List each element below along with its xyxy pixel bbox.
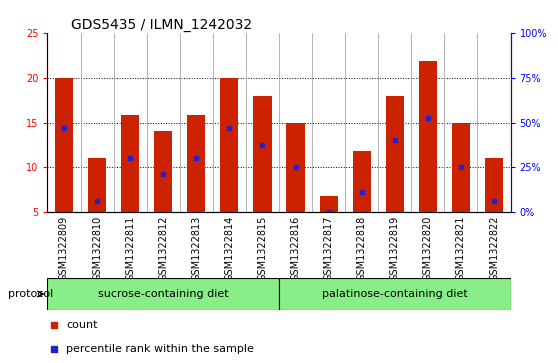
Text: GSM1322816: GSM1322816 [291, 216, 301, 281]
Bar [386, 97, 404, 212]
Text: GSM1322813: GSM1322813 [191, 216, 201, 281]
Text: GSM1322817: GSM1322817 [324, 216, 334, 281]
Bar [253, 97, 272, 212]
Bar [286, 122, 305, 212]
Bar [55, 78, 73, 212]
Bar [452, 122, 470, 212]
Text: GSM1322819: GSM1322819 [390, 216, 400, 281]
Text: GSM1322822: GSM1322822 [489, 216, 499, 281]
Text: GSM1322812: GSM1322812 [158, 216, 168, 281]
Bar [154, 131, 172, 212]
Bar [47, 278, 279, 310]
Text: protocol: protocol [8, 289, 54, 299]
Text: GSM1322814: GSM1322814 [224, 216, 234, 281]
Text: GSM1322811: GSM1322811 [125, 216, 135, 281]
Bar [88, 158, 106, 212]
Bar [320, 196, 338, 212]
Text: GSM1322810: GSM1322810 [92, 216, 102, 281]
Bar [220, 78, 238, 212]
Text: GDS5435 / ILMN_1242032: GDS5435 / ILMN_1242032 [70, 18, 252, 32]
Bar [121, 115, 140, 212]
Text: sucrose-containing diet: sucrose-containing diet [98, 289, 229, 299]
Bar [353, 151, 371, 212]
Bar [418, 61, 437, 212]
Bar [187, 115, 205, 212]
Text: GSM1322818: GSM1322818 [357, 216, 367, 281]
Text: GSM1322821: GSM1322821 [456, 216, 466, 281]
Text: GSM1322815: GSM1322815 [257, 216, 267, 281]
Bar [279, 278, 511, 310]
Text: GSM1322820: GSM1322820 [423, 216, 433, 281]
Text: GSM1322809: GSM1322809 [59, 216, 69, 281]
Bar [485, 158, 503, 212]
Text: count: count [66, 320, 98, 330]
Text: percentile rank within the sample: percentile rank within the sample [66, 344, 254, 354]
Text: palatinose-containing diet: palatinose-containing diet [322, 289, 468, 299]
